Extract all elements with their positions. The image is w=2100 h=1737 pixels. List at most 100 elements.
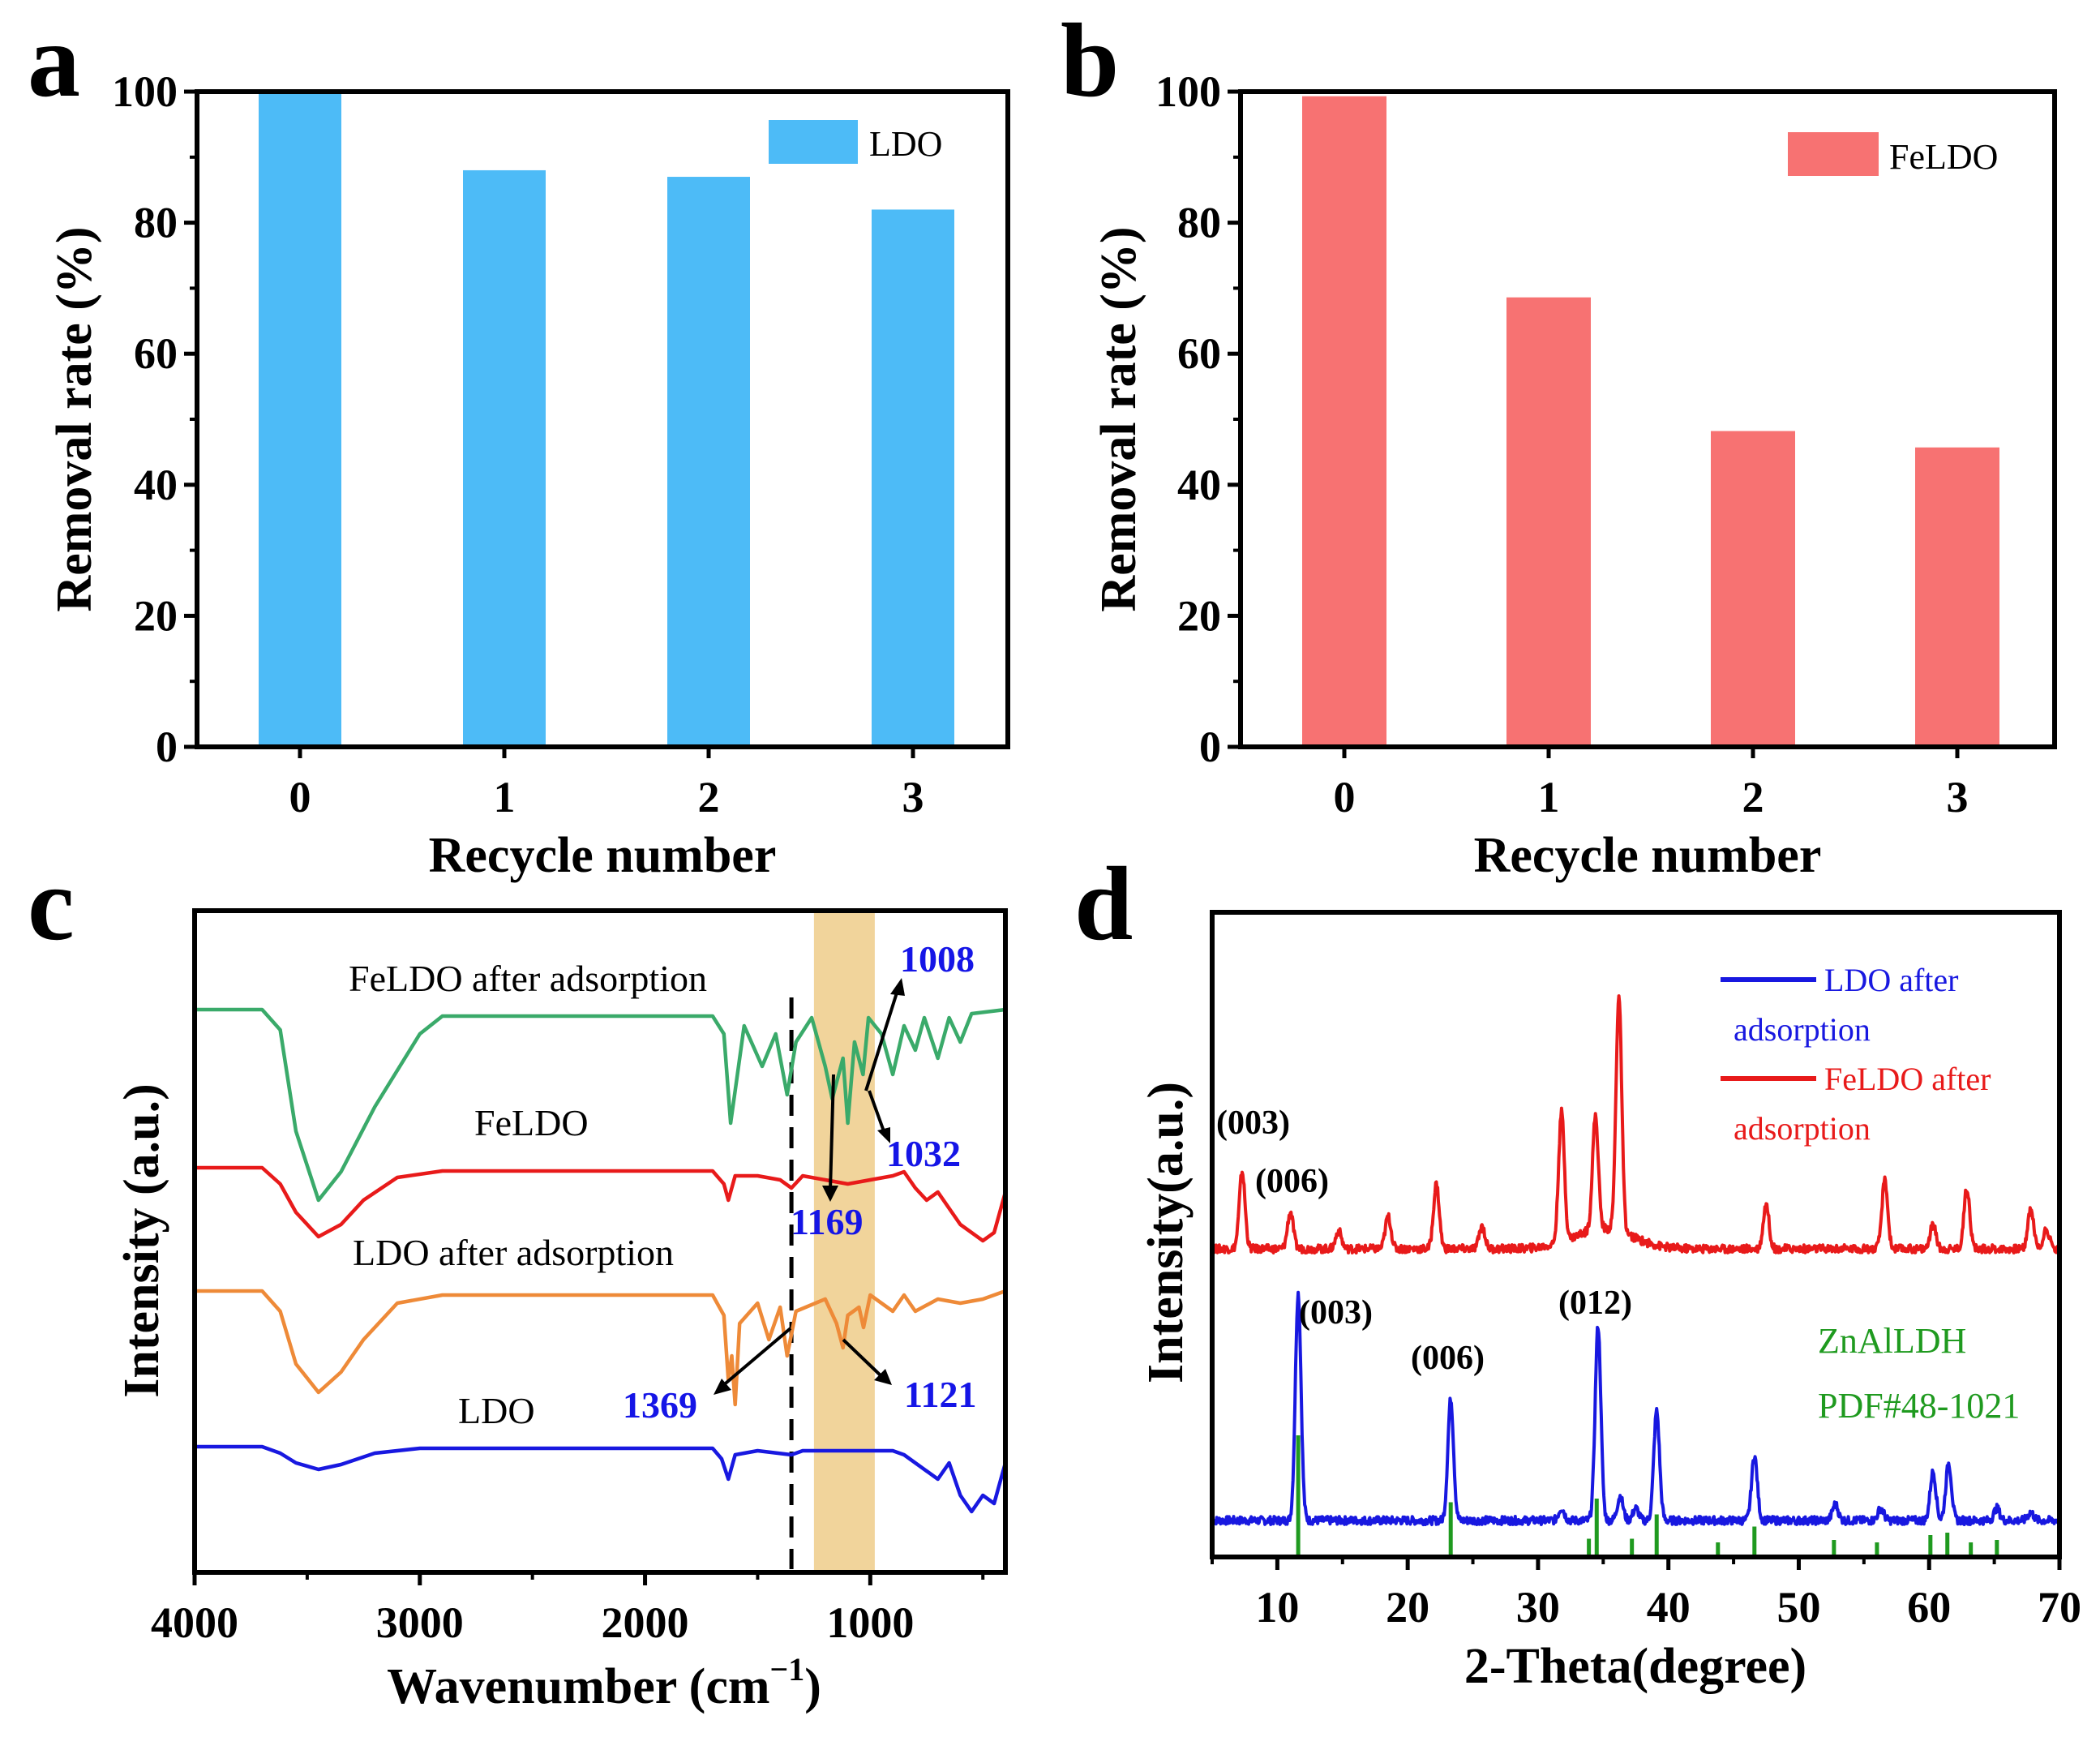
b-y-tick-label-20: 20 (1177, 591, 1221, 640)
panel-c-label-feldo: FeLDO (474, 1102, 589, 1143)
b-y-tick-label-0: 0 (1199, 723, 1221, 771)
panel-d-legend-feldo-l1: FeLDO after (1824, 1061, 1991, 1097)
panel-d-legend-ldo-l1: LDO after (1824, 962, 1958, 998)
a-y-tick-label-20: 20 (134, 591, 178, 640)
a-bar-1 (463, 169, 546, 747)
panel-b-x-axis-title: Recycle number (1474, 828, 1822, 883)
panel-d-legend-feldo-l2: adsorption (1734, 1110, 1871, 1147)
panel-d-x-tick-label-50: 50 (1776, 1583, 1820, 1632)
panel-d-annotation-blue-006: (006) (1411, 1340, 1485, 1377)
b-bar-0 (1302, 96, 1386, 747)
panel-d-reference-pdf: PDF#48-1021 (1818, 1386, 2020, 1426)
a-y-tick-label-40: 40 (134, 461, 178, 509)
panel-a-chart: 0 20 40 60 80 100 0 1 2 3 LDO Recycle number Rem… (47, 67, 1010, 883)
panel-c-annotation-1369: 1369 (623, 1384, 697, 1426)
panel-c-highlight-band (813, 911, 875, 1572)
arrow-1169-head (822, 1186, 838, 1202)
panel-c-x-ticks: 4000 3000 2000 1000 (151, 1572, 985, 1647)
b-x-tick-label-3: 3 (1947, 773, 1969, 821)
panel-b-bars (1302, 96, 1999, 747)
arrow-1121 (842, 1338, 884, 1379)
a-y-tick-label-80: 80 (134, 199, 178, 247)
arrow-1032 (868, 1090, 885, 1132)
panel-c-x-tick-label-4000: 4000 (151, 1598, 238, 1647)
panel-d-annotation-red-003: (003) (1216, 1104, 1290, 1142)
b-bar-2 (1711, 431, 1795, 747)
a-x-tick-label-3: 3 (902, 773, 924, 821)
panel-c-annotation-1121: 1121 (904, 1374, 976, 1415)
panel-c-x-tick-label-1000: 1000 (826, 1598, 914, 1647)
panel-d-x-tick-label-20: 20 (1386, 1583, 1429, 1632)
panel-c-chart: 4000 3000 2000 1000 FeLDO after adsorption … (114, 908, 1008, 1714)
panel-c-label-feldo-after: FeLDO after adsorption (349, 958, 707, 999)
panel-b-y-ticks: 0 20 40 60 80 100 (1155, 67, 1241, 771)
a-x-tick-label-1: 1 (494, 773, 516, 821)
panel-d-series-ldo-after (1211, 1290, 2061, 1526)
panel-c-x-tick-label-2000: 2000 (602, 1598, 689, 1647)
panel-c-series-ldo-after (195, 1289, 1006, 1407)
a-bar-3 (872, 209, 954, 747)
panel-a-x-ticks: 0 1 2 3 (289, 747, 924, 821)
panel-a-legend: LDO (769, 120, 942, 164)
panel-c-y-axis-title: Intensity (a.u.) (114, 1083, 169, 1398)
panel-c-series (195, 1007, 1008, 1514)
panel-d-x-tick-label-30: 30 (1516, 1583, 1560, 1632)
panel-d-annotation-red-006: (006) (1255, 1163, 1329, 1200)
b-x-tick-label-1: 1 (1538, 773, 1560, 821)
a-y-tick-label-60: 60 (134, 329, 178, 378)
panel-d-chart: 10 20 30 40 50 60 70 LDO after adsorption FeLD… (1138, 910, 2081, 1694)
b-y-tick-label-40: 40 (1177, 461, 1221, 509)
panel-b-y-axis-title: Removal rate (%) (1091, 226, 1146, 611)
panel-c-arrows (714, 978, 905, 1395)
panel-c-series-ldo (195, 1444, 1008, 1514)
panel-c-annotation-1008: 1008 (900, 938, 975, 980)
panel-d-series (1211, 994, 2061, 1526)
panel-c-annotation-1032: 1032 (886, 1133, 961, 1174)
b-x-tick-label-2: 2 (1742, 773, 1764, 821)
a-y-tick-label-0: 0 (156, 723, 178, 771)
panel-c-x-axis-title-end: ) (804, 1659, 821, 1714)
panel-c-series-feldo-after (195, 1007, 1006, 1203)
panel-d-annotation-blue-012: (012) (1558, 1285, 1632, 1322)
panel-b-legend-swatch (1788, 132, 1879, 176)
panel-a-bars (259, 92, 954, 748)
b-y-tick-label-80: 80 (1177, 199, 1221, 247)
panel-a-legend-label: LDO (869, 124, 942, 164)
a-x-tick-label-2: 2 (698, 773, 720, 821)
panel-c-x-axis-title: Wavenumber (cm−1) (387, 1651, 821, 1714)
a-bar-0 (259, 92, 341, 747)
a-x-tick-label-0: 0 (289, 773, 311, 821)
panel-c-x-axis-title-main: Wavenumber (cm (387, 1659, 769, 1714)
b-bar-1 (1506, 297, 1591, 747)
panel-d-reference-sticks (1296, 1435, 1999, 1557)
b-x-tick-label-0: 0 (1334, 773, 1356, 821)
panel-c-x-axis-title-sup: −1 (769, 1651, 804, 1688)
panel-d-x-tick-label-60: 60 (1907, 1583, 1951, 1632)
arrow-1008-head (890, 978, 905, 996)
panel-c-frame (192, 908, 1008, 1575)
panel-letter-d: d (1074, 846, 1133, 963)
panel-d-annotation-blue-003: (003) (1299, 1294, 1373, 1332)
arrow-1008 (864, 987, 900, 1092)
b-y-tick-label-60: 60 (1177, 329, 1221, 378)
panel-d-legend-ldo-l2: adsorption (1734, 1011, 1871, 1048)
arrow-1169 (829, 1074, 835, 1191)
arrow-1369-head (714, 1379, 731, 1395)
panel-c-label-ldo-after: LDO after adsorption (353, 1232, 674, 1273)
panel-b-chart: 0 20 40 60 80 100 0 1 2 3 FeLDO Recycle number R… (1091, 67, 2057, 883)
panel-letter-a: a (28, 2, 80, 119)
a-y-tick-label-100: 100 (112, 67, 178, 116)
panel-b-legend-label: FeLDO (1889, 137, 1998, 177)
panel-d-series-feldo-after (1211, 994, 2061, 1254)
panel-c-annotation-1169: 1169 (791, 1201, 863, 1242)
panel-b-legend: FeLDO (1788, 132, 1998, 177)
panel-a-y-axis-title: Removal rate (%) (47, 226, 102, 611)
panel-c-x-tick-label-3000: 3000 (376, 1598, 464, 1647)
b-bar-3 (1915, 447, 1999, 747)
panel-a-y-ticks: 0 20 40 60 80 100 (112, 67, 197, 771)
panel-c-series-feldo (195, 1165, 1008, 1243)
panel-d-reference-name: ZnAlLDH (1818, 1321, 1966, 1361)
b-y-tick-label-100: 100 (1155, 67, 1221, 116)
panel-d-y-axis-title: Intensity(a.u.) (1138, 1082, 1194, 1383)
